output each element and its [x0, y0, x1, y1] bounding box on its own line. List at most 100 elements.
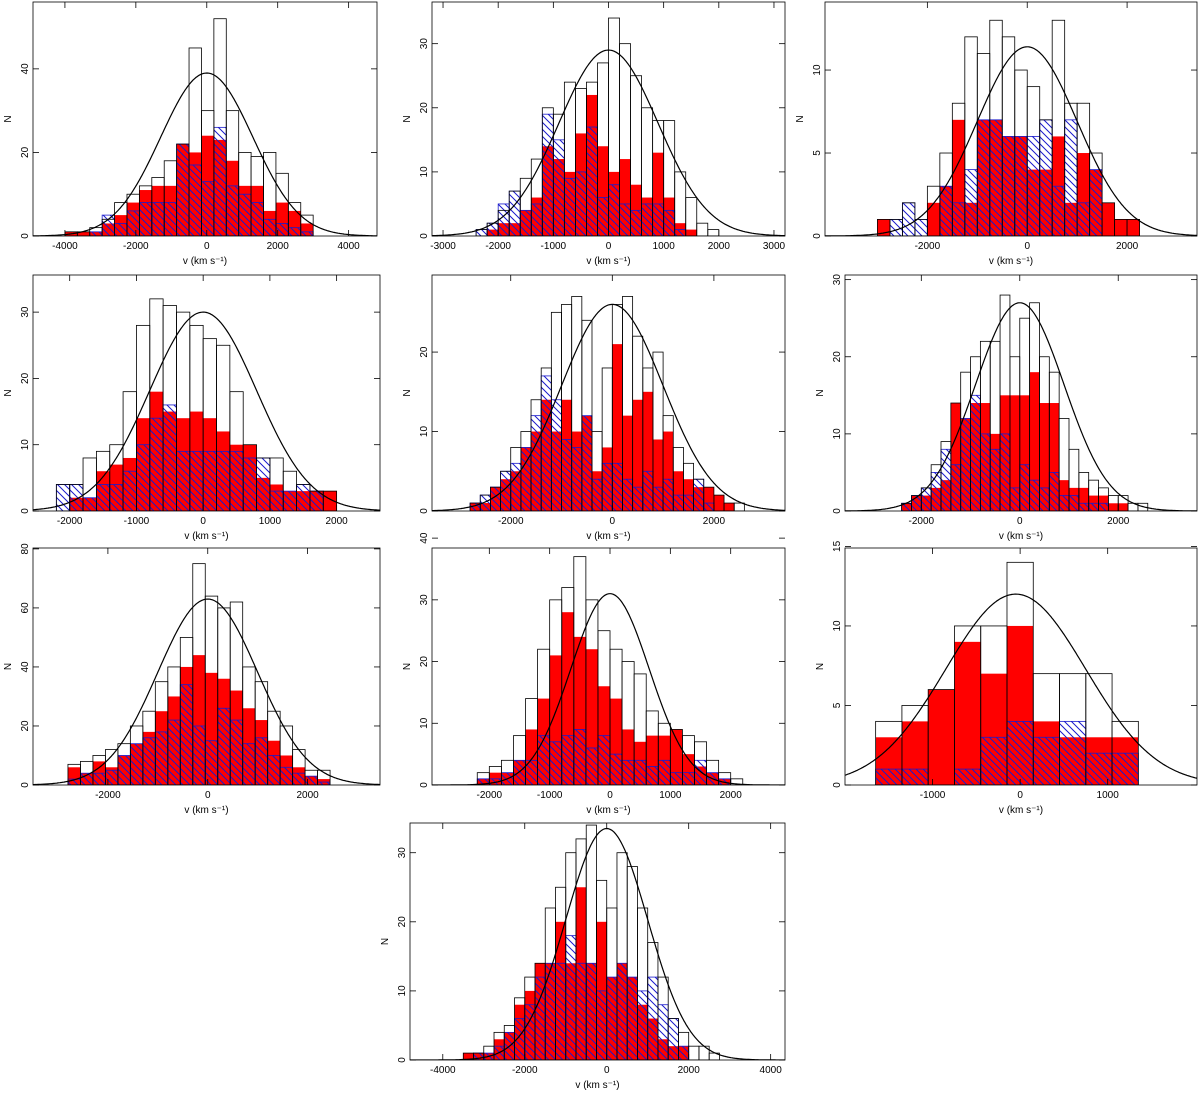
- histogram-bar: [573, 729, 587, 785]
- x-tick-label: -2000: [477, 790, 503, 801]
- histogram-bar: [541, 113, 554, 236]
- histogram-bar: [663, 209, 676, 236]
- y-tick-label: 0: [812, 233, 823, 239]
- histogram-bar: [1127, 219, 1140, 236]
- histogram-bar: [176, 450, 191, 511]
- histogram-bar: [213, 126, 227, 236]
- histogram-bar: [954, 641, 981, 785]
- x-tick-label: -2000: [485, 241, 511, 252]
- gaussian-fit: [432, 49, 785, 236]
- histogram-bar: [608, 184, 620, 236]
- plot-area: [33, 563, 380, 785]
- histogram-bar: [622, 478, 634, 511]
- y-tick-label: 0: [20, 508, 31, 514]
- histogram-bar: [914, 219, 928, 236]
- histogram-bar: [707, 229, 720, 236]
- histogram-bar: [1006, 720, 1034, 785]
- histogram-bar: [304, 775, 318, 785]
- histogram-bar: [225, 185, 240, 236]
- histogram-bar: [1111, 752, 1139, 785]
- histogram-bar: [1026, 136, 1041, 236]
- y-axis-label: N: [795, 115, 806, 122]
- histogram-bar: [163, 202, 178, 236]
- histogram-bar: [927, 202, 940, 236]
- histogram-bar: [1019, 464, 1031, 511]
- histogram-bar: [561, 439, 573, 511]
- histogram-bar: [167, 719, 181, 785]
- y-tick-label: 10: [419, 166, 430, 178]
- y-axis-label: N: [815, 663, 826, 670]
- histogram-bar: [250, 202, 264, 236]
- histogram-bar: [713, 495, 725, 511]
- histogram-bar: [69, 484, 84, 511]
- histogram-bar: [641, 203, 654, 236]
- histogram-bar: [202, 450, 217, 511]
- histogram-bar: [101, 214, 115, 236]
- histogram-bar: [1029, 372, 1040, 511]
- histogram-bar: [287, 227, 302, 236]
- panel: -2000 -1000 0 1000 2000 0 10 20 30 v (km s⁻¹) N: [3, 274, 381, 542]
- histogram-bar: [1098, 502, 1109, 511]
- gaussian-fit: [33, 311, 380, 511]
- histogram-bar: [652, 152, 664, 236]
- histogram-bar: [901, 202, 916, 236]
- histogram-bar: [142, 737, 156, 785]
- histogram-bar: [673, 471, 684, 511]
- x-axis-label: v (km s⁻¹): [586, 805, 630, 816]
- x-tick-label: -4000: [430, 1065, 456, 1076]
- histogram-bar: [1059, 720, 1087, 785]
- y-tick-label: 30: [419, 38, 430, 50]
- plot-area: [432, 17, 785, 236]
- histogram-bar: [176, 143, 190, 236]
- histogram-bar: [674, 229, 687, 236]
- histogram-bar: [696, 222, 709, 236]
- histogram-bar: [1049, 403, 1060, 511]
- x-tick-label: 1000: [659, 790, 682, 801]
- histogram-bar: [1085, 752, 1113, 785]
- histogram-bar: [1078, 502, 1090, 511]
- panel: -2000 0 2000 0 10 20 30 v (km s⁻¹) N: [815, 274, 1198, 542]
- histogram-bar: [575, 962, 587, 1060]
- x-tick-label: 0: [607, 790, 613, 801]
- histogram-bar: [1111, 720, 1139, 785]
- histogram-bar: [1039, 403, 1050, 511]
- histogram-bar: [633, 759, 647, 785]
- histogram-bar: [1009, 487, 1021, 511]
- histogram-bar: [960, 418, 971, 511]
- y-tick-label: 20: [419, 656, 430, 668]
- x-tick-label: 2000: [678, 1065, 701, 1076]
- histogram-bar: [976, 119, 991, 236]
- histogram-bar: [89, 231, 103, 236]
- histogram-bar: [970, 394, 981, 511]
- histogram-bar: [544, 962, 556, 1060]
- histogram-bar: [626, 976, 638, 1060]
- histogram-bar: [581, 319, 593, 511]
- histogram-bar: [114, 223, 128, 236]
- x-tick-label: 0: [1017, 790, 1023, 801]
- histogram-bar: [508, 190, 521, 236]
- x-tick-label: 0: [604, 1065, 610, 1076]
- histogram-bar: [92, 772, 106, 785]
- gaussian-fit: [432, 303, 785, 511]
- histogram-bar: [138, 202, 153, 236]
- histogram-bar: [1048, 472, 1060, 511]
- x-tick-label: 0: [606, 241, 612, 252]
- histogram-bar: [1039, 487, 1050, 511]
- histogram-bar: [1108, 503, 1119, 511]
- y-tick-label: 0: [419, 782, 430, 788]
- histogram-bar: [229, 450, 244, 511]
- histogram-bar: [1001, 136, 1016, 236]
- x-tick-label: -4000: [52, 241, 78, 252]
- y-tick-label: 10: [419, 717, 430, 729]
- histogram-bar: [669, 772, 683, 785]
- x-axis-label: v (km s⁻¹): [575, 1080, 619, 1091]
- y-tick-label: 5: [812, 150, 823, 156]
- histogram-bar: [989, 119, 1003, 236]
- x-tick-label: 2000: [708, 241, 731, 252]
- histogram-bar: [928, 689, 955, 785]
- histogram-bar: [540, 375, 552, 511]
- histogram-bar: [317, 781, 331, 785]
- histogram-bar: [980, 736, 1008, 785]
- x-tick-label: -1000: [541, 241, 567, 252]
- histogram-bar: [82, 497, 97, 511]
